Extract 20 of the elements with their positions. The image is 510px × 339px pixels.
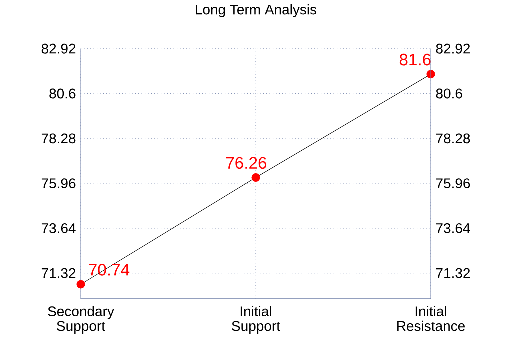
y2-tick-label: 82.92	[436, 44, 470, 54]
y-tick-label: 75.96	[42, 178, 76, 189]
chart-title: Long Term Analysis	[196, 4, 317, 18]
y2-tick-label: 78.28	[436, 134, 470, 144]
y-tick-label: 82.92	[42, 44, 76, 54]
data-label: 76.26	[226, 157, 267, 170]
y2-tick-label: 73.64	[436, 224, 470, 234]
y-tick-label: 71.32	[42, 268, 76, 278]
y-tick-label: 80.6	[50, 88, 76, 99]
y2-tick-label: 71.32	[436, 268, 470, 278]
point	[252, 174, 260, 182]
x-tick-label: Secondary Support	[48, 306, 114, 334]
y2-tick-label: 80.6	[436, 88, 462, 99]
point	[76, 280, 86, 289]
x-tick-label: Initial Resistance	[398, 306, 465, 332]
y2-tick-label: 75.96	[436, 178, 470, 189]
y-tick-label: 73.64	[42, 224, 76, 234]
x-tick-label: Initial Support	[232, 306, 280, 334]
y-tick-label: 78.28	[42, 134, 76, 144]
data-label: 81.6	[400, 54, 431, 66]
